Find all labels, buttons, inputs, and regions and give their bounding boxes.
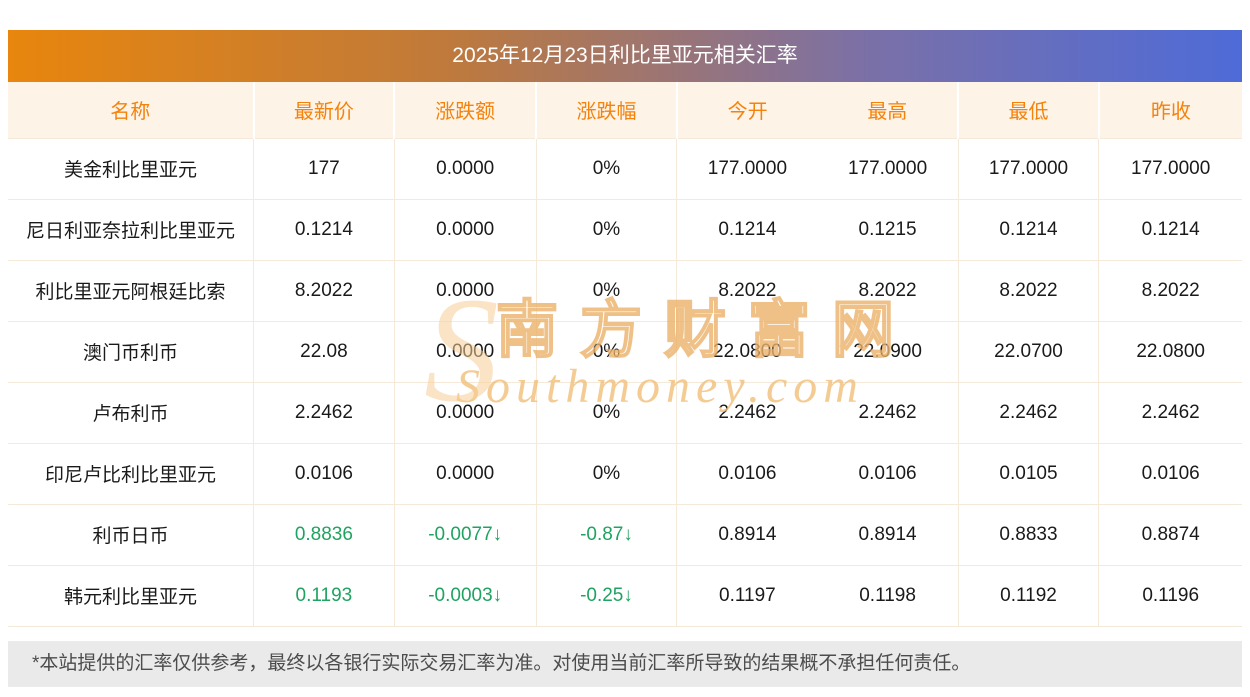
cell-high: 22.0900 bbox=[817, 321, 959, 383]
col-header-high: 最高 bbox=[817, 82, 960, 139]
cell-low: 0.1214 bbox=[958, 199, 1100, 261]
cell-open: 177.0000 bbox=[676, 138, 818, 200]
cell-open: 2.2462 bbox=[676, 382, 818, 444]
cell-high: 2.2462 bbox=[817, 382, 959, 444]
cell-latest: 0.1193 bbox=[253, 565, 395, 627]
cell-latest: 22.08 bbox=[253, 321, 395, 383]
page: 2025年12月23日利比里亚元相关汇率 名称 最新价 涨跌额 涨跌幅 今开 bbox=[8, 0, 1242, 687]
rate-table: 名称 最新价 涨跌额 涨跌幅 今开 最高 最低 昨收 美金利比里亚元 177 0.0… bbox=[8, 82, 1242, 627]
table-row: 美金利比里亚元 177 0.0000 0% 177.0000 177.0000 177.00… bbox=[8, 138, 1242, 200]
cell-prev: 2.2462 bbox=[1098, 382, 1242, 444]
col-header-prev: 昨收 bbox=[1098, 82, 1242, 139]
cell-name: 澳门币利币 bbox=[8, 321, 255, 383]
cell-open: 0.0106 bbox=[676, 443, 818, 505]
cell-low: 0.8833 bbox=[958, 504, 1100, 566]
cell-open: 0.1214 bbox=[676, 199, 818, 261]
cell-pct: 0% bbox=[536, 382, 678, 444]
page-title: 2025年12月23日利比里亚元相关汇率 bbox=[8, 30, 1242, 82]
cell-prev: 177.0000 bbox=[1098, 138, 1242, 200]
col-header-open: 今开 bbox=[676, 82, 818, 139]
cell-prev: 22.0800 bbox=[1098, 321, 1242, 383]
cell-change: -0.0077↓ bbox=[394, 504, 537, 566]
cell-open: 22.0800 bbox=[676, 321, 818, 383]
table-row: 卢布利币 2.2462 0.0000 0% 2.2462 2.2462 2.2462 2.24… bbox=[8, 382, 1242, 444]
cell-high: 0.8914 bbox=[817, 504, 959, 566]
cell-latest: 177 bbox=[253, 138, 395, 200]
table-row: 利币日币 0.8836 -0.0077↓ -0.87↓ 0.8914 0.8914 0.88… bbox=[8, 504, 1242, 566]
cell-low: 2.2462 bbox=[958, 382, 1100, 444]
cell-prev: 0.1196 bbox=[1098, 565, 1242, 627]
cell-change: 0.0000 bbox=[394, 138, 537, 200]
cell-latest: 8.2022 bbox=[253, 260, 395, 322]
cell-change: -0.0003↓ bbox=[394, 565, 537, 627]
cell-latest: 0.1214 bbox=[253, 199, 395, 261]
cell-low: 0.1192 bbox=[958, 565, 1100, 627]
col-header-latest: 最新价 bbox=[253, 82, 396, 139]
col-header-low: 最低 bbox=[958, 82, 1100, 139]
cell-latest: 2.2462 bbox=[253, 382, 395, 444]
table-row: 利比里亚元阿根廷比索 8.2022 0.0000 0% 8.2022 8.2022 8.20… bbox=[8, 260, 1242, 322]
cell-name: 印尼卢比利比里亚元 bbox=[8, 443, 255, 505]
cell-open: 0.8914 bbox=[676, 504, 818, 566]
cell-name: 利比里亚元阿根廷比索 bbox=[8, 260, 255, 322]
cell-change: 0.0000 bbox=[394, 321, 537, 383]
rate-table-body: 美金利比里亚元 177 0.0000 0% 177.0000 177.0000 177.00… bbox=[8, 138, 1242, 627]
cell-change: 0.0000 bbox=[394, 382, 537, 444]
cell-change: 0.0000 bbox=[394, 260, 537, 322]
cell-high: 177.0000 bbox=[817, 138, 959, 200]
cell-pct: -0.25↓ bbox=[536, 565, 678, 627]
cell-name: 尼日利亚奈拉利比里亚元 bbox=[8, 199, 255, 261]
table-row: 韩元利比里亚元 0.1193 -0.0003↓ -0.25↓ 0.1197 0.1198 0… bbox=[8, 565, 1242, 627]
cell-prev: 0.1214 bbox=[1098, 199, 1242, 261]
cell-low: 177.0000 bbox=[958, 138, 1100, 200]
cell-pct: -0.87↓ bbox=[536, 504, 678, 566]
cell-latest: 0.8836 bbox=[253, 504, 395, 566]
cell-high: 8.2022 bbox=[817, 260, 959, 322]
table-header-row: 名称 最新价 涨跌额 涨跌幅 今开 最高 最低 昨收 bbox=[8, 82, 1242, 139]
cell-pct: 0% bbox=[536, 321, 678, 383]
cell-low: 8.2022 bbox=[958, 260, 1100, 322]
cell-low: 0.0105 bbox=[958, 443, 1100, 505]
cell-name: 卢布利币 bbox=[8, 382, 255, 444]
cell-pct: 0% bbox=[536, 199, 678, 261]
col-header-pct: 涨跌幅 bbox=[536, 82, 678, 139]
cell-name: 利币日币 bbox=[8, 504, 255, 566]
cell-high: 0.0106 bbox=[817, 443, 959, 505]
table-row: 印尼卢比利比里亚元 0.0106 0.0000 0% 0.0106 0.0106 0.010… bbox=[8, 443, 1242, 505]
exchange-rate-table: 名称 最新价 涨跌额 涨跌幅 今开 最高 最低 昨收 美金利比里亚元 177 0.0… bbox=[8, 82, 1242, 627]
cell-name: 韩元利比里亚元 bbox=[8, 565, 255, 627]
cell-high: 0.1215 bbox=[817, 199, 959, 261]
cell-pct: 0% bbox=[536, 138, 678, 200]
col-header-change: 涨跌额 bbox=[394, 82, 538, 139]
table-row: 澳门币利币 22.08 0.0000 0% 22.0800 22.0900 22.0700 2… bbox=[8, 321, 1242, 383]
col-header-name: 名称 bbox=[8, 82, 255, 139]
table-row: 尼日利亚奈拉利比里亚元 0.1214 0.0000 0% 0.1214 0.1215 0.1… bbox=[8, 199, 1242, 261]
cell-prev: 0.8874 bbox=[1098, 504, 1242, 566]
cell-pct: 0% bbox=[536, 260, 678, 322]
cell-prev: 8.2022 bbox=[1098, 260, 1242, 322]
cell-open: 8.2022 bbox=[676, 260, 818, 322]
cell-pct: 0% bbox=[536, 443, 678, 505]
cell-open: 0.1197 bbox=[676, 565, 818, 627]
cell-change: 0.0000 bbox=[394, 199, 537, 261]
cell-name: 美金利比里亚元 bbox=[8, 138, 255, 200]
cell-prev: 0.0106 bbox=[1098, 443, 1242, 505]
cell-change: 0.0000 bbox=[394, 443, 537, 505]
cell-high: 0.1198 bbox=[817, 565, 959, 627]
cell-low: 22.0700 bbox=[958, 321, 1100, 383]
disclaimer: *本站提供的汇率仅供参考，最终以各银行实际交易汇率为准。对使用当前汇率所导致的结… bbox=[8, 640, 1242, 687]
cell-latest: 0.0106 bbox=[253, 443, 395, 505]
